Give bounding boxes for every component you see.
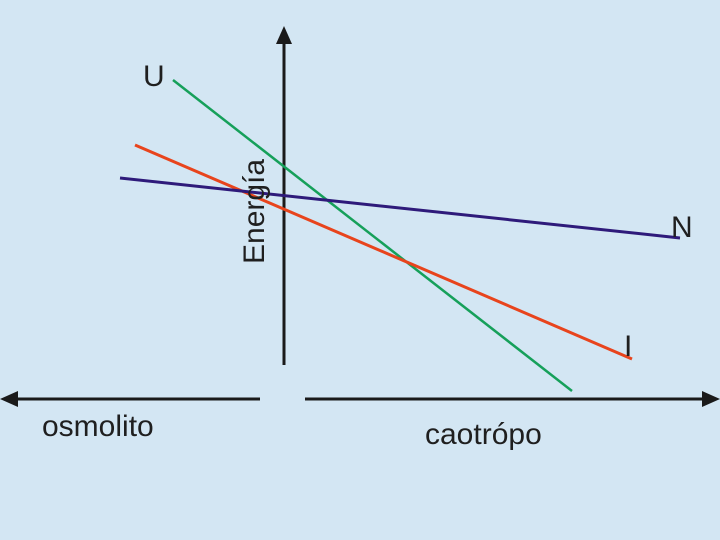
line-N: [119, 176, 681, 240]
energy-axis-label: Energía: [238, 159, 271, 264]
label-N: N: [671, 211, 693, 244]
energy-axis-arrowhead: [276, 26, 292, 44]
osmolito-arrowhead: [0, 391, 18, 407]
label-U: U: [143, 60, 165, 93]
caotropo-arrowhead: [702, 391, 720, 407]
osmolito-label: osmolito: [42, 410, 154, 443]
caotropo-label: caotrópo: [425, 418, 542, 451]
label-I: I: [624, 330, 632, 363]
line-U: [172, 79, 573, 392]
line-I: [134, 143, 633, 361]
